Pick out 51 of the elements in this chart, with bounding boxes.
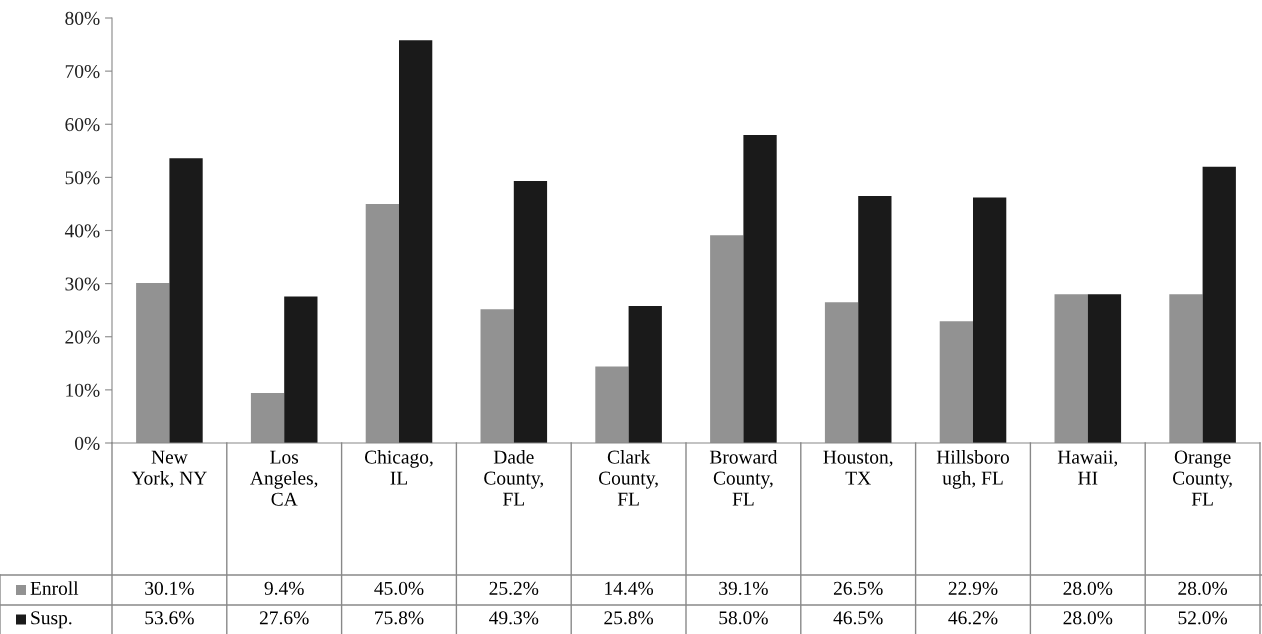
y-tick-label: 70% bbox=[65, 64, 100, 79]
data-label: 28.0% bbox=[1178, 581, 1228, 595]
data-label: 27.6% bbox=[259, 611, 309, 625]
data-label: 26.5% bbox=[833, 581, 883, 595]
x-tick-label: Hillsboro ugh, FL bbox=[936, 450, 1009, 489]
data-label: 28.0% bbox=[1063, 581, 1113, 595]
x-tick-label: Clark County, FL bbox=[598, 450, 658, 506]
bar bbox=[973, 197, 1007, 443]
data-label: 75.8% bbox=[375, 611, 424, 625]
bar bbox=[743, 134, 777, 443]
y-tick-label: 20% bbox=[65, 330, 100, 344]
y-tick-label: 10% bbox=[66, 383, 100, 397]
y-tick-label: 40% bbox=[64, 224, 100, 238]
data-label: 9.4% bbox=[264, 581, 304, 595]
data-label: 30.1% bbox=[145, 581, 194, 595]
x-tick-label: Chicago, IL bbox=[364, 450, 433, 485]
data-label: 53.6% bbox=[145, 611, 194, 625]
bar bbox=[628, 305, 662, 443]
x-tick-label: New York, NY bbox=[131, 450, 207, 488]
bar bbox=[1202, 166, 1236, 443]
x-tick-label: Orange County, FL bbox=[1172, 450, 1232, 506]
y-tick-label: 60% bbox=[65, 118, 100, 132]
bar bbox=[284, 296, 318, 443]
data-label: 14.4% bbox=[605, 581, 654, 595]
x-tick-label: Houston, TX bbox=[823, 450, 893, 485]
bar bbox=[399, 40, 433, 443]
data-label: 49.3% bbox=[489, 611, 539, 625]
data-label: 39.1% bbox=[719, 581, 768, 595]
bar bbox=[858, 195, 892, 443]
y-tick-label: 30% bbox=[65, 277, 100, 291]
bar bbox=[513, 181, 548, 443]
x-tick-label: Hawaii, HI bbox=[1057, 450, 1118, 485]
x-tick-label: Broward County, FL bbox=[709, 450, 778, 506]
data-label: 46.2% bbox=[948, 611, 998, 625]
bar bbox=[1087, 294, 1122, 443]
legend-label: Susp. bbox=[31, 611, 72, 629]
data-label: 46.5% bbox=[833, 611, 883, 625]
y-tick-label: 0% bbox=[75, 436, 100, 450]
y-tick-label: 50% bbox=[65, 171, 100, 185]
data-label: 25.2% bbox=[489, 581, 539, 595]
legend-label: Enroll bbox=[30, 581, 79, 595]
bar bbox=[169, 158, 203, 443]
x-tick-label: Dade County, FL bbox=[484, 450, 543, 506]
data-label: 58.0% bbox=[719, 611, 768, 625]
y-tick-label: 80% bbox=[65, 11, 100, 25]
data-label: 28.0% bbox=[1063, 611, 1113, 625]
x-tick-label: Los Angeles, CA bbox=[250, 450, 318, 506]
data-label: 22.9% bbox=[948, 581, 998, 595]
data-label: 52.0% bbox=[1178, 611, 1228, 625]
data-label: 45.0% bbox=[374, 581, 424, 595]
data-label: 25.8% bbox=[604, 611, 654, 625]
